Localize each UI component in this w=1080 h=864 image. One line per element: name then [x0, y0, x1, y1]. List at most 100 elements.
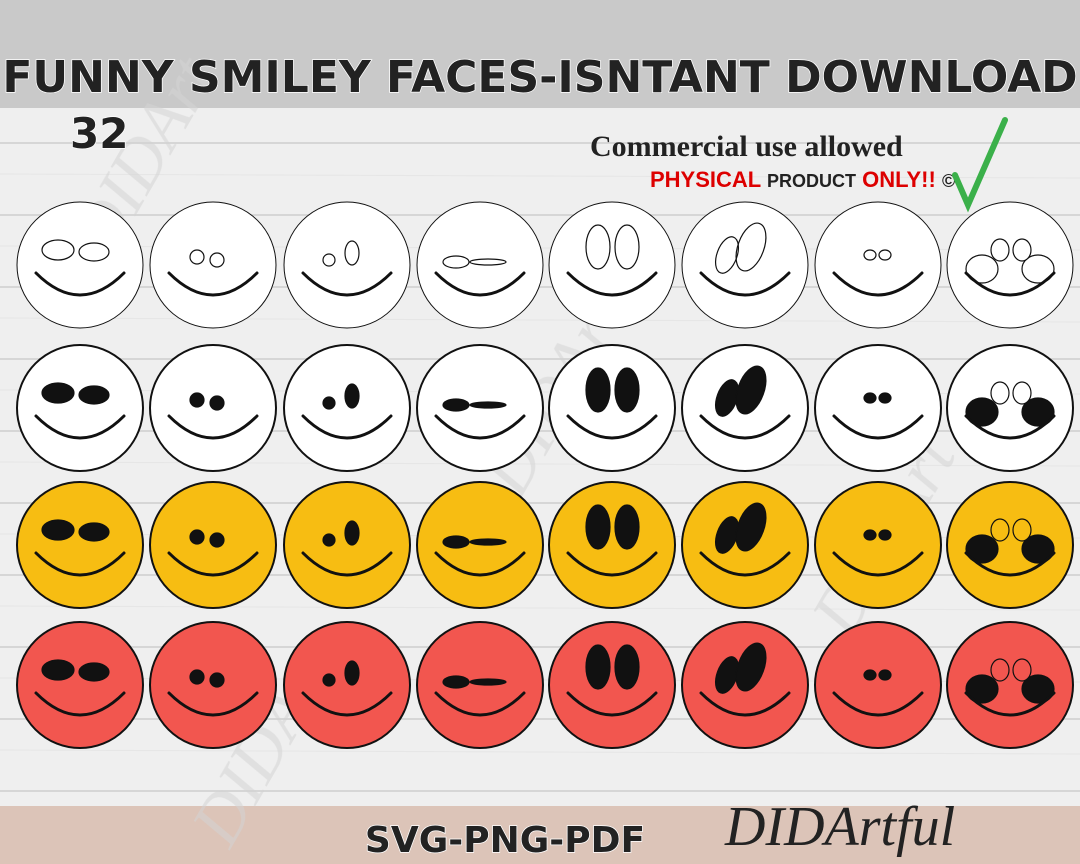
eye: [735, 502, 767, 552]
smile: [301, 414, 393, 440]
eye: [965, 397, 999, 427]
eye: [469, 678, 507, 686]
smile: [34, 271, 126, 297]
eye: [442, 535, 470, 549]
smile: [832, 691, 924, 717]
eye: [863, 529, 877, 541]
smile: [699, 691, 791, 717]
eye: [41, 239, 75, 261]
eye: [735, 642, 767, 692]
smiley-face: [946, 621, 1074, 749]
smile: [832, 551, 924, 577]
smile: [301, 551, 393, 577]
face-circle: [149, 201, 277, 329]
eye: [1021, 674, 1055, 704]
eye: [209, 395, 225, 411]
eye: [344, 660, 360, 686]
eye: [322, 396, 336, 410]
smile: [566, 414, 658, 440]
smile: [699, 551, 791, 577]
smile: [34, 551, 126, 577]
smiley-face: [814, 621, 942, 749]
face-circle: [548, 344, 676, 472]
smile: [964, 414, 1056, 440]
smile: [34, 414, 126, 440]
smile: [167, 691, 259, 717]
smile: [434, 414, 526, 440]
eye: [469, 401, 507, 409]
eye: [878, 529, 892, 541]
footer-band: [0, 806, 1080, 864]
eye: [209, 252, 225, 268]
eye: [965, 254, 999, 284]
checkmark: [952, 117, 1008, 213]
smiley-face: [814, 201, 942, 329]
face-circle: [283, 481, 411, 609]
smile: [964, 691, 1056, 717]
smiley-face: [149, 201, 277, 329]
title: FUNNY SMILEY FACES-ISNTANT DOWNLOAD: [2, 52, 1077, 103]
smile: [832, 271, 924, 297]
face-circle: [946, 201, 1074, 329]
smile: [699, 271, 791, 297]
only: ONLY!!: [862, 167, 936, 192]
eye: [1021, 534, 1055, 564]
smiley-face: [16, 344, 144, 472]
smile: [964, 271, 1056, 297]
face-circle: [16, 621, 144, 749]
smiley-face: [946, 344, 1074, 472]
eye: [469, 258, 507, 266]
face-circle: [681, 201, 809, 329]
eye: [344, 383, 360, 409]
eye: [442, 675, 470, 689]
smile: [167, 551, 259, 577]
smiley-face: [548, 481, 676, 609]
eye: [1012, 518, 1032, 542]
eye: [78, 522, 110, 542]
license-line: Commercial use allowed: [590, 130, 903, 163]
eye: [41, 382, 75, 404]
face-circle: [283, 344, 411, 472]
smile: [301, 271, 393, 297]
eye: [78, 385, 110, 405]
smile: [964, 551, 1056, 577]
face-circle: [946, 344, 1074, 472]
face-circle: [814, 481, 942, 609]
eye: [614, 504, 640, 550]
smiley-face: [149, 621, 277, 749]
eye: [189, 669, 205, 685]
brand: DIDArtful: [724, 796, 955, 858]
eye: [735, 222, 767, 272]
eye: [442, 255, 470, 269]
product: PRODUCT: [767, 171, 856, 191]
face-circle: [946, 621, 1074, 749]
smiley-face: [149, 481, 277, 609]
smiley-face: [283, 201, 411, 329]
smile: [301, 691, 393, 717]
smiley-face: [814, 344, 942, 472]
eye: [878, 249, 892, 261]
smiley-face: [16, 621, 144, 749]
eye: [78, 662, 110, 682]
smiley-face: [16, 201, 144, 329]
smiley-face: [946, 481, 1074, 609]
faces-grid: [16, 201, 1074, 749]
face-circle: [814, 621, 942, 749]
physical: PHYSICAL: [650, 167, 761, 192]
license-line2: PHYSICAL PRODUCT ONLY!! ©: [650, 167, 955, 192]
smile: [832, 414, 924, 440]
smile: [566, 691, 658, 717]
smiley-face: [416, 481, 544, 609]
smile: [34, 691, 126, 717]
eye: [442, 398, 470, 412]
eye: [614, 367, 640, 413]
face-circle: [548, 621, 676, 749]
smile: [566, 271, 658, 297]
eye: [863, 669, 877, 681]
smiley-face: [548, 201, 676, 329]
face-circle: [946, 481, 1074, 609]
smiley-face: [416, 344, 544, 472]
eye: [209, 532, 225, 548]
eye: [735, 365, 767, 415]
